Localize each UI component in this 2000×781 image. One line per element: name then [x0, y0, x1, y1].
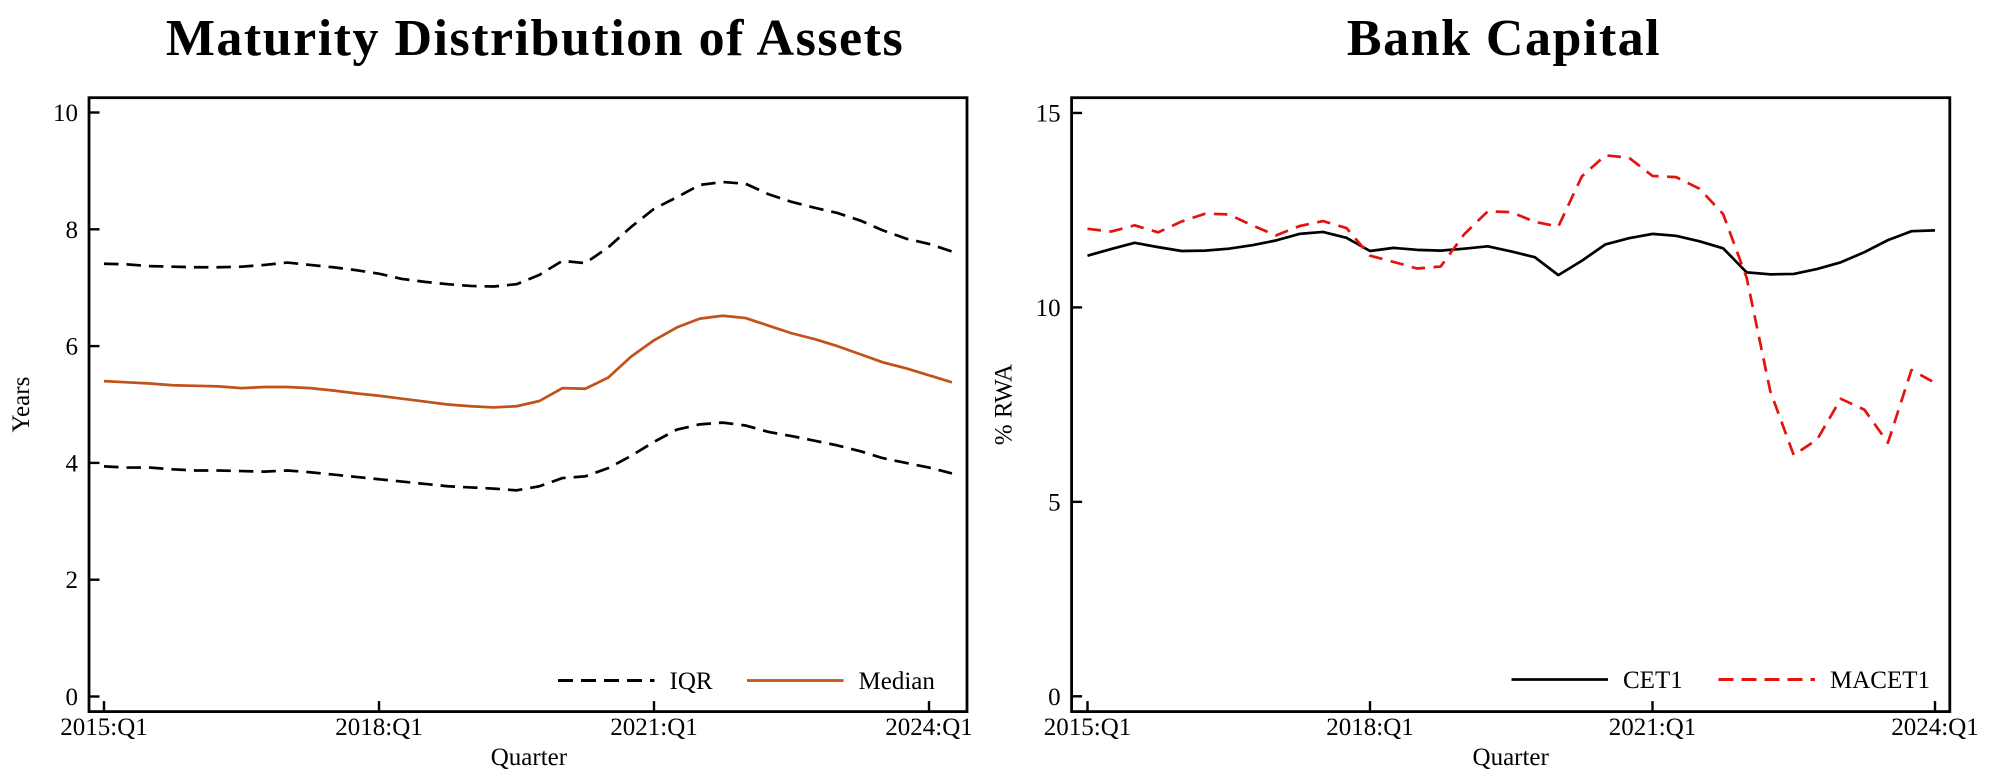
plot-frame [87, 96, 969, 714]
y-tick-label: 15 [1036, 100, 1061, 127]
x-tick-label: 2015:Q1 [1044, 714, 1132, 741]
legend-label-macet1: MACET1 [1830, 667, 1930, 694]
x-tick-label: 2024:Q1 [885, 714, 973, 741]
x-tick-label: 2021:Q1 [1609, 714, 1697, 741]
legend-label-iqr: IQR [670, 668, 713, 695]
legend-label-median: Median [859, 668, 936, 695]
y-tick-label: 0 [66, 684, 79, 711]
panel-maturity-distribution: 0 2 4 6 8 10 2015:Q1 2018:Q1 2021:Q1 2024:Q1 IQR Me… [8, 10, 973, 771]
x-tick-label: 2018:Q1 [1326, 714, 1414, 741]
series-iqr-75th-percentile- [103, 180, 953, 288]
y-tick-label: 0 [1048, 684, 1061, 711]
plot-frame [1070, 96, 1952, 714]
y-tick-label: 6 [66, 334, 79, 361]
y-axis-label: % RWA [991, 364, 1018, 445]
panel-bank-capital: 0 5 10 15 2015:Q1 2018:Q1 2021:Q1 2024:Q1 CET1 MA… [991, 10, 1979, 771]
series-iqr-25th-percentile- [103, 421, 953, 492]
x-axis-label: Quarter [1473, 744, 1550, 771]
legend: CET1 MACET1 [1511, 667, 1930, 694]
series-macet1 [1087, 153, 1936, 457]
y-tick-label: 10 [53, 100, 78, 127]
y-tick-label: 4 [66, 450, 79, 477]
y-tick-label: 2 [66, 567, 79, 594]
chart-title: Bank Capital [1347, 10, 1661, 67]
x-tick-label: 2015:Q1 [60, 714, 148, 741]
legend: IQR Median [558, 668, 935, 695]
x-tick-label: 2024:Q1 [1891, 714, 1979, 741]
y-tick-label: 8 [66, 217, 79, 244]
chart-title: Maturity Distribution of Assets [166, 10, 904, 67]
series-median [103, 314, 953, 409]
y-axis-label: Years [8, 377, 35, 433]
legend-label-cet1: CET1 [1623, 667, 1683, 694]
series-cet1 [1087, 229, 1936, 277]
x-axis-label: Quarter [491, 744, 568, 771]
y-tick-label: 10 [1036, 295, 1061, 322]
x-tick-label: 2018:Q1 [335, 714, 423, 741]
x-tick-label: 2021:Q1 [610, 714, 698, 741]
y-tick-label: 5 [1048, 489, 1061, 516]
